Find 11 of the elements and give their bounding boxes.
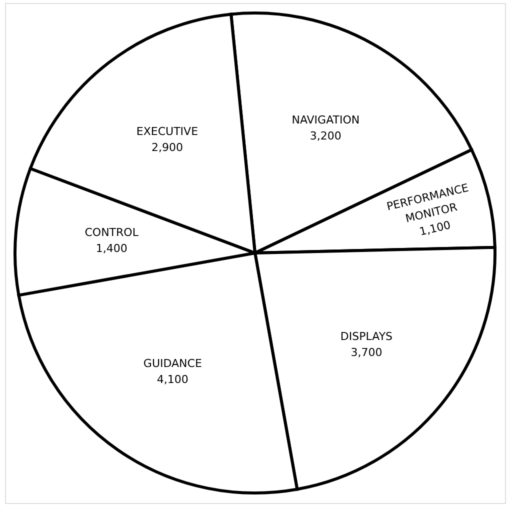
slice-label: GUIDANCE — [143, 357, 202, 370]
data-label: 3,200 — [310, 130, 342, 143]
data-label: 4,100 — [156, 373, 188, 386]
slice-label: DISPLAYS — [340, 330, 393, 344]
data-label: 1,400 — [96, 242, 128, 255]
slice-label: NAVIGATION — [292, 114, 360, 127]
data-label: 2,900 — [151, 140, 183, 154]
data-label: 1,100 — [418, 218, 452, 238]
slice-label: EXECUTIVE — [136, 124, 198, 138]
slice-label: CONTROL — [84, 226, 140, 239]
data-label: 3,700 — [350, 346, 382, 360]
